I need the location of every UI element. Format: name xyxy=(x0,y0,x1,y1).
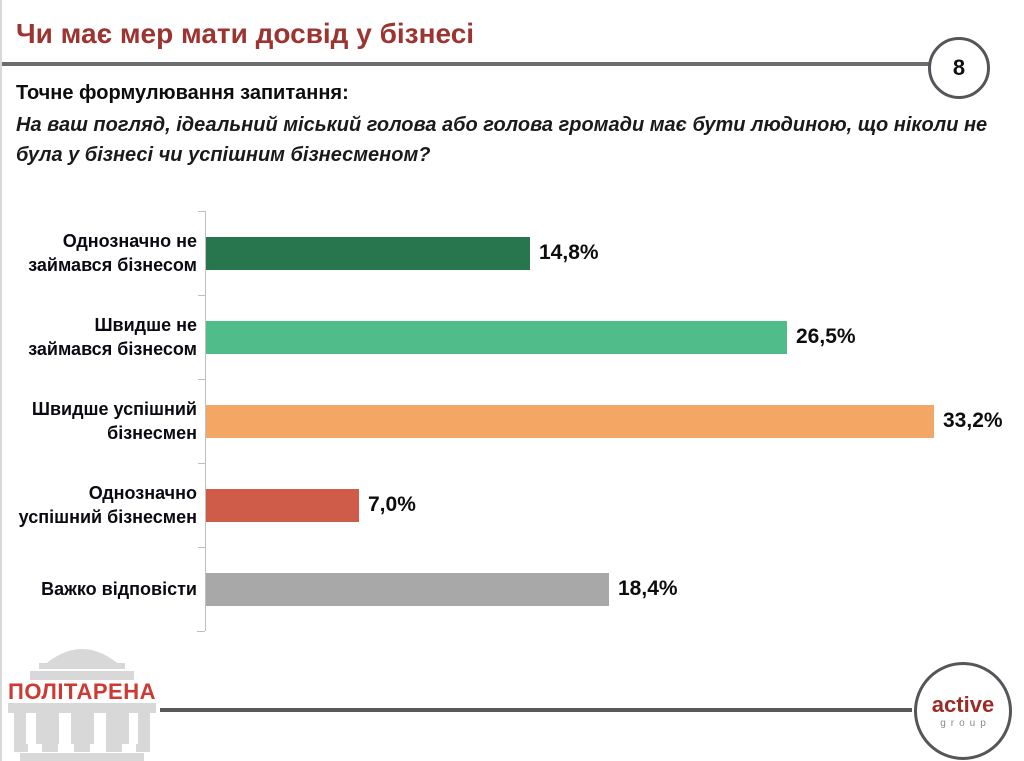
active-group-logo: active group xyxy=(914,662,1012,760)
question-text: На ваш погляд, ідеальний міський голова … xyxy=(16,114,988,166)
building-icon xyxy=(8,649,156,761)
plot-area: 7,0% xyxy=(198,463,1020,547)
value-label: 33,2% xyxy=(943,409,1003,432)
bar xyxy=(206,236,530,270)
category-label: Швидше не займався бізнесом xyxy=(28,315,197,359)
category-label: Швидше успішний бізнесмен xyxy=(31,399,197,443)
chart-rows: Однозначно не займався бізнесом 14,8% Швид… xyxy=(10,211,1020,631)
chart-row: Важко відповісти 18,4% xyxy=(10,547,1020,631)
chart-row: Швидше не займався бізнесом 26,5% xyxy=(10,295,1020,379)
value-label: 14,8% xyxy=(539,241,599,264)
footer-divider xyxy=(160,708,912,712)
page-title: Чи має мер мати досвід у бізнесі xyxy=(16,18,475,49)
active-group-logo-line2: group xyxy=(940,717,991,729)
chart-row: Однозначно не займався бізнесом 14,8% xyxy=(10,211,1020,295)
politarena-logo: ПОЛІТАРЕНА xyxy=(6,633,158,761)
plot-area: 26,5% xyxy=(198,295,1020,379)
page-number-badge: 8 xyxy=(928,37,990,99)
category-label: Важко відповісти xyxy=(41,579,197,599)
value-label: 7,0% xyxy=(368,493,416,516)
value-label: 18,4% xyxy=(618,577,678,600)
chart-row: Однозначно успішний бізнесмен 7,0% xyxy=(10,463,1020,547)
bar xyxy=(206,404,934,438)
politarena-logo-text: ПОЛІТАРЕНА xyxy=(8,679,156,704)
bar xyxy=(206,320,787,354)
question-label: Точне формулювання запитання: xyxy=(16,82,349,104)
plot-area: 14,8% xyxy=(198,211,1020,295)
bar xyxy=(206,488,359,522)
plot-area: 33,2% xyxy=(198,379,1020,463)
active-group-logo-line1: active xyxy=(931,691,995,717)
value-label: 26,5% xyxy=(796,325,856,348)
bar xyxy=(206,572,609,606)
plot-area: 18,4% xyxy=(198,547,1020,631)
category-label: Однозначно успішний бізнесмен xyxy=(18,483,197,527)
chart-row: Швидше успішний бізнесмен 33,2% xyxy=(10,379,1020,463)
header-divider xyxy=(2,62,929,66)
page-number: 8 xyxy=(952,55,966,80)
axis-end-tick xyxy=(197,631,205,632)
category-label: Однозначно не займався бізнесом xyxy=(28,231,197,275)
bar-chart: Однозначно не займався бізнесом 14,8% Швид… xyxy=(10,211,1020,632)
